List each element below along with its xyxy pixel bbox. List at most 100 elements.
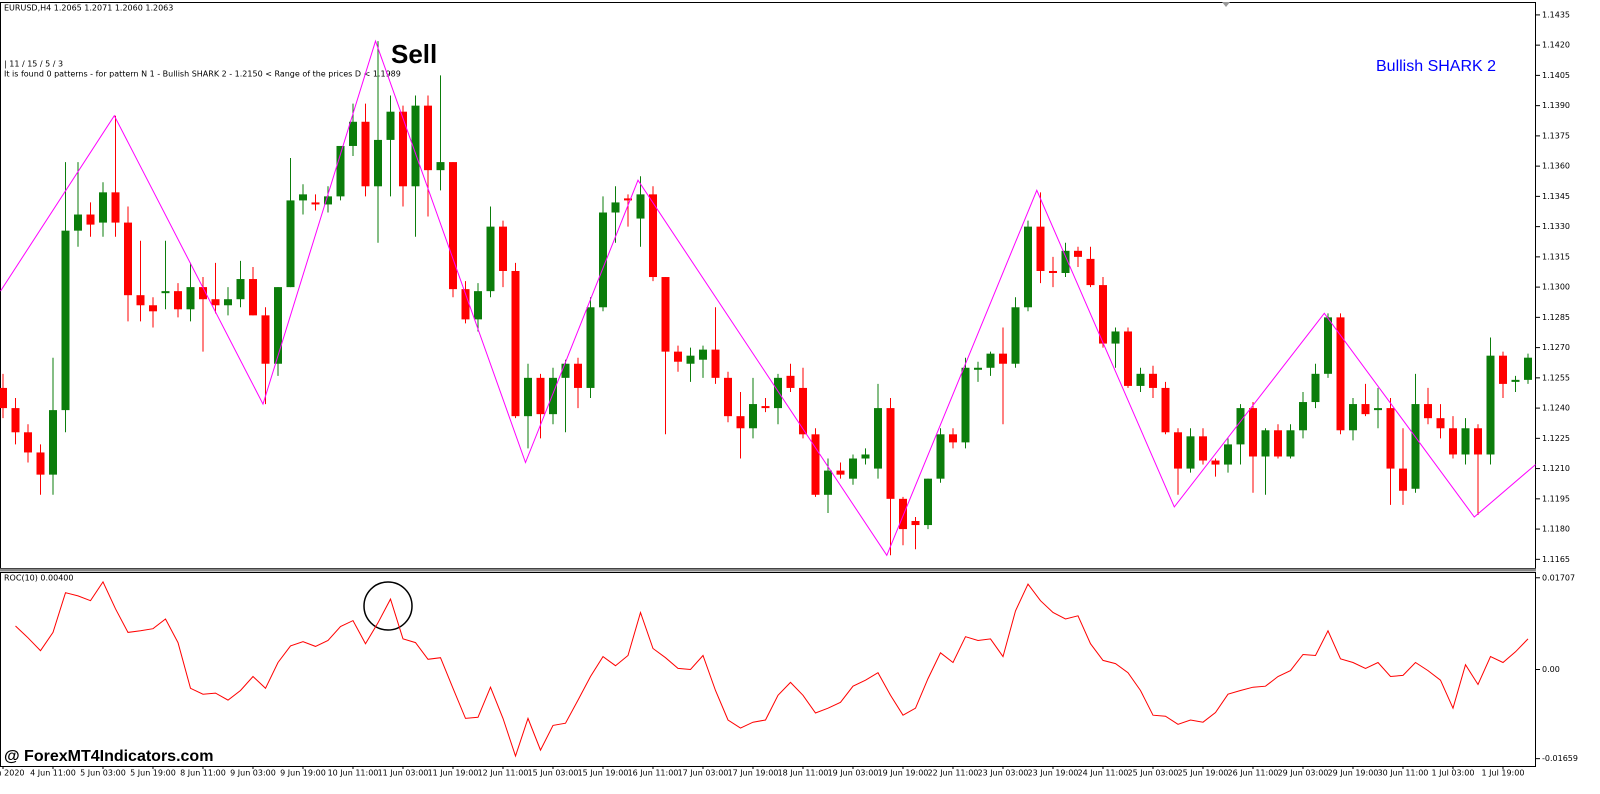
candle-body [711, 349, 720, 378]
x-tick-label: 5 Jun 19:00 [130, 769, 176, 778]
x-tick-label: 30 Jun 11:00 [1378, 769, 1429, 778]
candle-body [499, 226, 507, 271]
candle-body [1274, 430, 1282, 457]
candle-body [1399, 468, 1407, 491]
chart-title: EURUSD,H4 1.2065 1.2071 1.2060 1.2063 [4, 4, 173, 13]
candle-body [11, 408, 20, 433]
candle-body [536, 377, 545, 415]
y-tick-label: 1.1255 [1542, 373, 1570, 382]
x-tick-label: 19 Jun 19:00 [878, 769, 929, 778]
candle-body [61, 230, 70, 411]
candle-body [1211, 460, 1220, 465]
candle-body [661, 277, 670, 352]
candle-body [286, 200, 295, 288]
candle-body [236, 279, 245, 300]
x-tick-label: 11 Jun 19:00 [428, 769, 479, 778]
y-tick-label: 1.1420 [1542, 41, 1570, 50]
candle-body [961, 367, 970, 443]
candle-body [0, 387, 7, 409]
roc-title: ROC(10) 0.00400 [4, 574, 74, 583]
candle-body [1361, 404, 1370, 415]
x-tick-label: 15 Jun 03:00 [528, 769, 579, 778]
candle-body [1336, 317, 1345, 431]
candle-body [599, 212, 607, 308]
y-tick-label: 1.1240 [1542, 404, 1570, 413]
watermark: @ ForexMT4Indicators.com [4, 748, 213, 765]
x-tick-label: 2 Jun 2020 [0, 769, 25, 778]
candle-body [824, 470, 832, 495]
y-tick-label: 1.1345 [1542, 192, 1570, 201]
candle-body [224, 299, 232, 306]
y-tick-label: 1.1285 [1542, 313, 1570, 322]
y-tick-label: 1.1435 [1542, 10, 1570, 19]
candle-body [174, 291, 182, 310]
candle-body [1161, 387, 1170, 433]
candle-body [874, 408, 882, 469]
candle-body [399, 111, 407, 187]
sell-label: Sell [391, 39, 437, 69]
roc-line [15, 580, 1529, 758]
candle-body [1136, 373, 1145, 386]
candle-body [699, 349, 707, 360]
candle-body [424, 105, 432, 171]
candle-body [411, 105, 420, 187]
candle-body [1036, 226, 1045, 271]
x-tick-label: 17 Jun 19:00 [728, 769, 779, 778]
x-tick-label: 17 Jun 03:00 [678, 769, 729, 778]
candle-body [511, 270, 520, 417]
candle-body [811, 434, 820, 495]
candle-body [136, 295, 145, 306]
candle-body [1024, 226, 1032, 308]
candle-body [149, 305, 157, 312]
candle-body [186, 287, 195, 310]
y-tick-label: 1.1315 [1542, 252, 1570, 261]
candle-body [574, 363, 582, 388]
candle-body [999, 353, 1007, 364]
candle-body [199, 287, 207, 300]
candle-body [799, 387, 807, 435]
candle-body [936, 434, 945, 479]
candle-body [111, 192, 120, 223]
candle-body [1124, 331, 1132, 386]
x-tick-label: 12 Jun 11:00 [478, 769, 529, 778]
candle-body [949, 434, 957, 443]
x-tick-label: 4 Jun 11:00 [30, 769, 76, 778]
x-tick-label: 29 Jun 03:00 [1278, 769, 1329, 778]
pattern-name: Bullish SHARK 2 [1376, 58, 1496, 75]
candle-body [1224, 444, 1232, 465]
x-tick-label: 9 Jun 03:00 [230, 769, 276, 778]
y-tick-label: 1.1360 [1542, 162, 1570, 171]
candle-body [86, 214, 95, 225]
zigzag-line [0, 39, 1536, 557]
candle-body [1286, 430, 1295, 457]
candle-body [474, 291, 482, 320]
candle-body [1386, 408, 1395, 469]
candle-body [1486, 355, 1495, 455]
candle-body [336, 145, 345, 197]
pattern-counter: | 11 / 15 / 5 / 3 [4, 60, 63, 69]
candle-body [274, 287, 282, 364]
candle-body [561, 363, 570, 378]
candle-body [761, 406, 770, 409]
candle-body [1411, 404, 1420, 489]
x-tick-label: 19 Jun 03:00 [828, 769, 879, 778]
candle-body [724, 377, 732, 417]
candle-body [311, 202, 320, 205]
y-tick-label: -0.01659 [1542, 754, 1578, 763]
scroll-marker [1222, 2, 1230, 7]
x-tick-label: 26 Jun 11:00 [1228, 769, 1279, 778]
candle-body [1461, 428, 1470, 455]
x-tick-label: 29 Jun 19:00 [1328, 769, 1379, 778]
y-tick-label: 1.1300 [1542, 283, 1570, 292]
candle-body [99, 192, 107, 223]
candle-body [24, 432, 32, 453]
x-tick-label: 11 Jun 03:00 [378, 769, 429, 778]
candle-body [449, 162, 457, 290]
candle-body [49, 410, 57, 475]
candle-body [1311, 373, 1320, 403]
candle-body [36, 452, 45, 475]
x-tick-label: 23 Jun 03:00 [978, 769, 1029, 778]
y-tick-label: 0.01707 [1542, 573, 1575, 582]
candle-body [1149, 373, 1157, 388]
